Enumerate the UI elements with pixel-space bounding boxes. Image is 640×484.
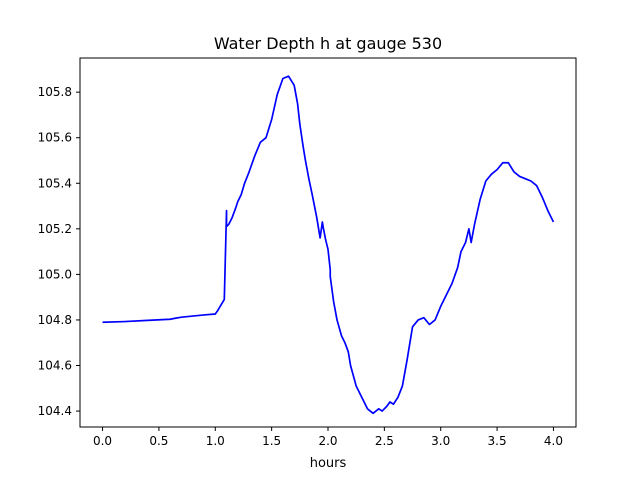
y-tick-label: 105.0 (38, 267, 72, 281)
y-tick-label: 105.6 (38, 131, 72, 145)
y-tick-label: 104.6 (38, 359, 72, 373)
x-tick-label: 2.5 (375, 434, 394, 448)
x-tick-label: 0.5 (149, 434, 168, 448)
x-tick-label: 1.5 (262, 434, 281, 448)
y-axis: 104.4 104.6 104.8 105.0 105.2 105.4 105.6 105.8 (38, 85, 80, 418)
y-tick-label: 104.8 (38, 313, 72, 327)
x-tick-label: 1.0 (206, 434, 225, 448)
x-tick-label: 2.0 (318, 434, 337, 448)
x-tick-label: 3.5 (488, 434, 507, 448)
y-tick-label: 104.4 (38, 404, 72, 418)
x-tick-label: 0.0 (93, 434, 112, 448)
x-tick-label: 3.0 (431, 434, 450, 448)
y-tick-label: 105.8 (38, 85, 72, 99)
plot-frame (79, 57, 577, 428)
y-tick-label: 105.4 (38, 176, 72, 190)
y-tick-label: 105.2 (38, 222, 72, 236)
x-tick-label: 4.0 (544, 434, 563, 448)
x-axis: 0.0 0.5 1.0 1.5 2.0 2.5 3.0 3.5 4.0 (93, 427, 563, 448)
x-axis-label: hours (310, 456, 347, 471)
chart-title: Water Depth h at gauge 530 (214, 34, 442, 53)
water-depth-line (102, 75, 555, 415)
